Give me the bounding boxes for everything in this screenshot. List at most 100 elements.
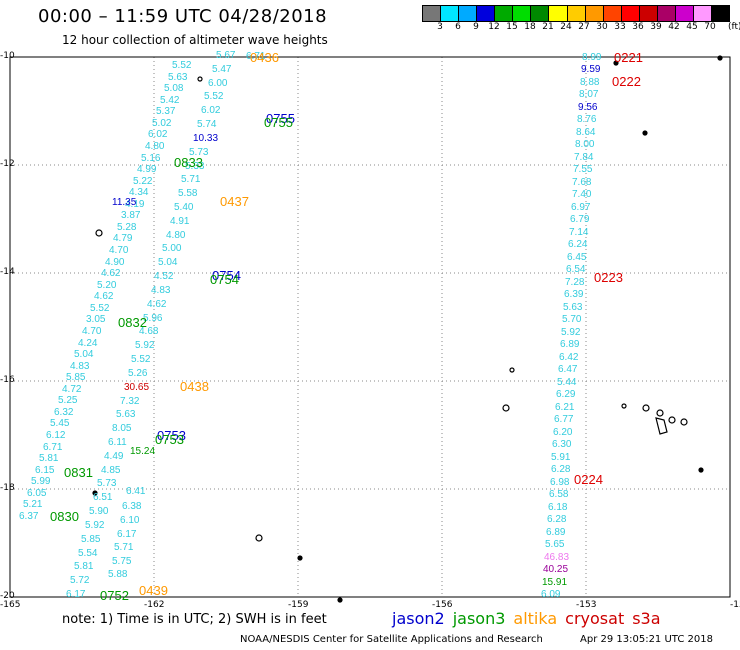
swh-value: 6.20	[553, 427, 573, 438]
swh-value: 6.98	[550, 477, 570, 488]
colorbar-label: 12	[488, 22, 500, 32]
colorbar-swatch	[567, 6, 586, 21]
swh-value: 4.19	[125, 199, 145, 210]
swh-value: 5.40	[174, 202, 194, 213]
chart-subtitle: 12 hour collection of altimeter wave hei…	[62, 33, 328, 47]
legend-cryosat: cryosat	[565, 609, 625, 628]
swh-value: 5.92	[85, 520, 105, 531]
swh-value: 5.63	[563, 302, 583, 313]
swh-value: 5.52	[131, 354, 151, 365]
island	[656, 409, 664, 417]
swh-value: 15.91	[542, 577, 568, 588]
time-0755-j3: 0755	[264, 115, 293, 130]
swh-value: 5.73	[97, 478, 117, 489]
island	[698, 467, 704, 473]
legend-jason3: jason3	[452, 609, 506, 628]
time-0830: 0830	[50, 509, 79, 524]
swh-value: 6.89	[546, 527, 566, 538]
swh-value: 8.88	[580, 77, 600, 88]
swh-value: 5.16	[141, 153, 161, 164]
island	[642, 130, 648, 136]
swh-value: 5.45	[50, 418, 70, 429]
time-0755: 0755	[266, 111, 295, 126]
swh-value: 6.10	[120, 515, 140, 526]
swh-value: 5.75	[112, 556, 132, 567]
time-0438: 0438	[180, 379, 209, 394]
swh-value: 8.99	[582, 52, 602, 63]
swh-value: 5.74	[197, 119, 217, 130]
time-0439: 0439	[139, 583, 168, 598]
swh-value: 5.96	[143, 313, 163, 324]
swh-value: 5.44	[557, 377, 577, 388]
colorbar	[422, 5, 730, 22]
colorbar-label: 42	[668, 22, 680, 32]
colorbar-swatch	[639, 6, 658, 21]
island	[613, 60, 619, 66]
swh-value: 6.97	[571, 202, 591, 213]
swh-value: 4.85	[101, 465, 121, 476]
swh-value: 4.62	[147, 299, 167, 310]
swh-value: 5.26	[128, 368, 148, 379]
swh-value: 5.20	[97, 280, 117, 291]
swh-value: 4.99	[137, 164, 157, 175]
colorbar-swatch	[657, 6, 676, 21]
colorbar-label: 36	[632, 22, 644, 32]
swh-value: 6.79	[570, 214, 590, 225]
swh-value: 5.92	[135, 340, 155, 351]
colorbar-label: 30	[596, 22, 608, 32]
note-text: note: 1) Time is in UTC; 2) SWH is in fe…	[62, 612, 327, 627]
swh-value: 5.04	[158, 257, 178, 268]
grid-lines	[10, 57, 730, 597]
swh-value: 6.71	[246, 51, 266, 62]
swh-value: 5.81	[39, 453, 59, 464]
swh-value: 6.89	[560, 339, 580, 350]
swh-value: 7.32	[120, 396, 140, 407]
colorbar-label: 39	[650, 22, 662, 32]
swh-value: 8.64	[576, 127, 596, 138]
swh-value: 30.65	[124, 382, 150, 393]
swh-value: 4.83	[70, 361, 90, 372]
legend-s3a: s3a	[632, 609, 661, 628]
islands	[92, 55, 723, 603]
swh-value: 10.33	[193, 133, 219, 144]
swh-value: 5.71	[181, 174, 201, 185]
time-0437: 0437	[220, 194, 249, 209]
swh-value: 5.90	[89, 506, 109, 517]
swh-value: 5.81	[74, 561, 94, 572]
y-tick-label: -20	[0, 591, 15, 601]
chart-title: 00:00 – 11:59 UTC 04/28/2018	[38, 6, 328, 27]
swh-value: 40.25	[543, 564, 569, 575]
swh-value: 5.04	[74, 349, 94, 360]
colorbar-label: 27	[578, 22, 590, 32]
y-tick-label: -12	[0, 159, 15, 169]
swh-value: 6.17	[117, 529, 137, 540]
time-0436: 0436	[250, 50, 279, 65]
x-tick-label: -165	[0, 600, 21, 610]
swh-value: 4.91	[170, 216, 190, 227]
swh-value: 5.63	[168, 72, 188, 83]
swh-value: 6.21	[555, 402, 575, 413]
swh-value: 5.67	[216, 50, 236, 61]
swh-value: 5.85	[81, 534, 101, 545]
time-0832: 0832	[118, 315, 147, 330]
swh-value: 7.28	[565, 277, 585, 288]
colorbar-swatch	[513, 6, 532, 21]
island	[642, 404, 650, 412]
time-0752: 0752	[100, 588, 129, 603]
colorbar-swatch	[495, 6, 514, 21]
swh-value: 9.59	[581, 64, 601, 75]
x-tick-label: -159	[288, 600, 309, 610]
colorbar-swatch	[693, 6, 712, 21]
island	[95, 229, 103, 237]
colorbar-swatch	[459, 6, 478, 21]
swh-value: 5.33	[185, 161, 205, 172]
swh-value: 7.14	[569, 227, 589, 238]
island	[255, 534, 263, 542]
swh-value: 5.21	[23, 499, 43, 510]
swh-value: 6.24	[568, 239, 588, 250]
swh-value: 6.42	[559, 352, 579, 363]
colorbar-label: 21	[542, 22, 554, 32]
